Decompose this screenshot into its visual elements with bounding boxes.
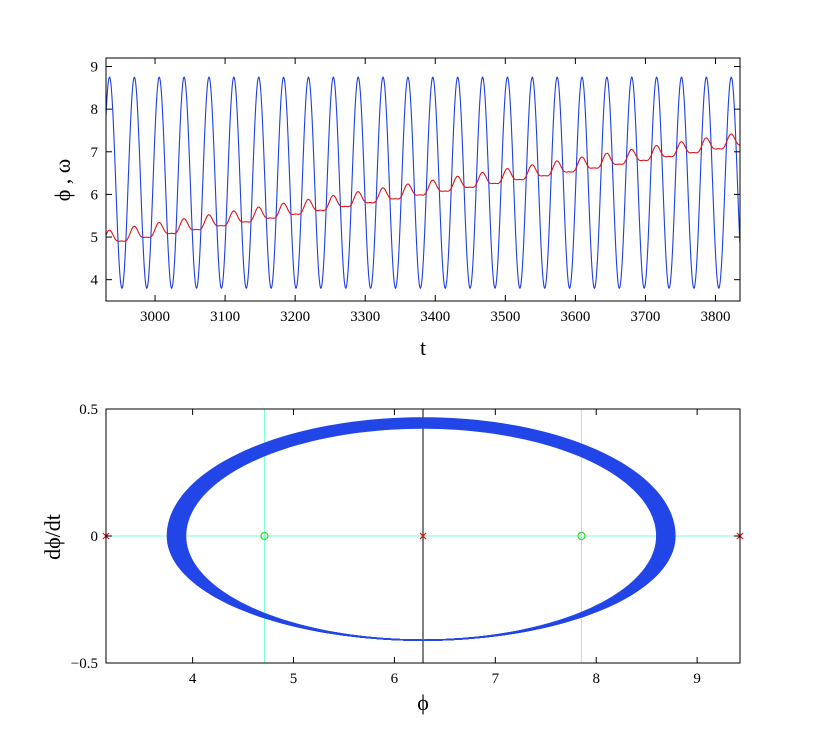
saddle-point-marker (419, 532, 427, 540)
x-tick-label: 7 (492, 671, 500, 687)
time-series-panel: 3000 3100 3200 3300 3400 3500 3600 3700 3800 4 5 6 7… (50, 57, 741, 360)
y-tick-label: 0 (91, 529, 99, 545)
phase-equilibria (102, 531, 744, 541)
center-point-marker (577, 531, 586, 541)
y-tick-label: 4 (91, 273, 99, 289)
series-phi-line (105, 76, 741, 290)
x-tick-label: 3300 (350, 309, 380, 325)
y-tick-label: 8 (91, 102, 99, 118)
x-tick-label: 3600 (560, 309, 590, 325)
x-tick-label: 3800 (700, 309, 730, 325)
center-point-marker (260, 531, 269, 541)
x-tick-label: 3200 (280, 309, 310, 325)
x-tick-label: 4 (189, 671, 197, 687)
time-series-lines (105, 76, 741, 290)
x-tick-label: 3500 (490, 309, 520, 325)
time-series-plot-frame (105, 57, 741, 302)
x-tick-label: 5 (290, 671, 298, 687)
time-series-xlabel: t (420, 335, 426, 360)
phase-xlabel: ϕ (417, 690, 429, 715)
x-tick-label: 9 (693, 671, 701, 687)
series-omega-line (105, 133, 740, 242)
y-tick-label: 9 (91, 60, 99, 76)
y-tick-label: 6 (91, 187, 99, 203)
x-tick-label: 3700 (630, 309, 660, 325)
phase-portrait-panel: 4 5 6 7 8 9 −0.5 0 0.5 ϕ dϕ/dt (40, 402, 744, 715)
y-tick-label: 0.5 (79, 402, 98, 418)
x-tick-label: 3000 (140, 309, 170, 325)
x-tick-label: 6 (391, 671, 399, 687)
x-tick-label: 8 (592, 671, 600, 687)
phase-ylabel: dϕ/dt (40, 514, 65, 560)
orbit-trajectory (184, 427, 658, 641)
x-tick-label: 3100 (210, 309, 240, 325)
y-tick-label: −0.5 (71, 656, 98, 672)
time-series-ticks: 3000 3100 3200 3300 3400 3500 3600 3700 3800 4 5 6 7… (91, 58, 740, 325)
phase-orbit (166, 417, 676, 641)
y-tick-label: 7 (91, 145, 99, 161)
y-tick-label: 5 (91, 230, 99, 246)
time-series-ylabel: ϕ , ω (50, 159, 75, 202)
phase-ticks: 4 5 6 7 8 9 −0.5 0 0.5 (71, 402, 740, 687)
x-tick-label: 3400 (420, 309, 450, 325)
